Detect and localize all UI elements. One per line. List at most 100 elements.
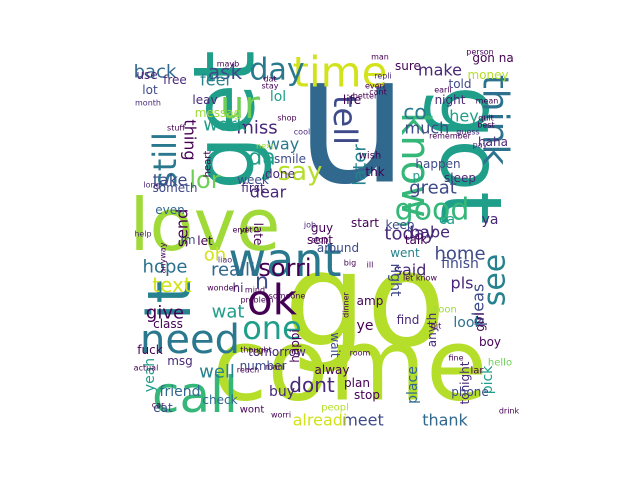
cloud-word: ya	[482, 212, 499, 228]
cloud-word: problem	[240, 296, 273, 305]
cloud-word: co	[403, 100, 426, 124]
cloud-word: lar	[470, 366, 484, 377]
cloud-word: mayb	[217, 60, 240, 69]
cloud-word: thought	[240, 346, 271, 355]
cloud-word: say	[278, 157, 323, 187]
cloud-word: someone	[269, 292, 306, 301]
cloud-word: buy	[269, 384, 295, 400]
cloud-word: ok	[247, 276, 298, 325]
cloud-word: man	[371, 53, 389, 62]
cloud-word: happi	[288, 329, 302, 363]
cloud-word: right	[387, 264, 403, 297]
cloud-word: let	[197, 234, 213, 248]
cloud-word: car	[152, 401, 165, 410]
cloud-word: much	[405, 119, 450, 138]
cloud-word: stop	[311, 236, 328, 245]
cloud-word: amp	[357, 294, 384, 308]
cloud-word: way	[267, 135, 299, 154]
cloud-word: girl	[473, 312, 487, 331]
cloud-word: someth	[153, 181, 198, 195]
cloud-word: oh	[204, 245, 226, 266]
cloud-word: think	[475, 75, 516, 166]
cloud-word: dinner	[342, 291, 351, 317]
cloud-word: dat	[263, 75, 276, 84]
cloud-word: time	[293, 48, 388, 97]
cloud-word: peopl	[321, 403, 349, 414]
cloud-word: around	[317, 241, 359, 255]
cloud-word: earli	[434, 86, 452, 95]
cloud-word: mani	[265, 363, 285, 372]
cloud-word: happen	[415, 157, 460, 171]
cloud-word: later	[350, 144, 371, 186]
cloud-word: thing	[181, 119, 200, 160]
cloud-word: know	[392, 112, 438, 218]
cloud-word: one	[242, 309, 302, 347]
cloud-word: night	[435, 93, 466, 107]
cloud-word: take	[153, 171, 188, 190]
cloud-word: anyway	[159, 242, 168, 273]
cloud-word: home	[434, 244, 485, 265]
cloud-word: wont	[240, 405, 265, 416]
cloud-word: boy	[479, 335, 501, 349]
cloud-word: better	[353, 92, 378, 101]
cloud-word: anyth	[425, 313, 439, 347]
cloud-word: alway	[315, 363, 350, 377]
cloud-word: heart	[203, 151, 214, 178]
cloud-word: repli	[374, 72, 392, 81]
cloud-word: guy	[311, 221, 333, 235]
cloud-word: liao	[218, 256, 232, 265]
cloud-word: stay	[262, 82, 279, 91]
cloud-word: alreadi	[293, 411, 348, 430]
cloud-word: messag	[195, 106, 242, 120]
cloud-word: bit	[431, 322, 441, 331]
cloud-word: tomorrow	[248, 345, 306, 359]
cloud-word: fuck	[137, 343, 162, 357]
cloud-word: hey	[449, 107, 478, 126]
cloud-word: shop	[277, 114, 296, 123]
cloud-word: actual	[134, 364, 159, 373]
cloud-word: number	[240, 359, 287, 373]
cloud-word: wait	[328, 332, 342, 358]
cloud-word: best	[477, 121, 494, 130]
cloud-word: place	[405, 366, 421, 404]
cloud-word: done	[265, 167, 295, 181]
cloud-word: get	[176, 50, 275, 190]
cloud-word: wonder	[207, 284, 238, 293]
cloud-word: stuff	[167, 124, 185, 133]
cloud-word: thk	[365, 165, 384, 179]
cloud-word: go	[284, 224, 446, 376]
cloud-word: babe	[410, 223, 450, 242]
cloud-word: ask	[208, 60, 243, 84]
cloud-word: even	[155, 203, 184, 217]
cloud-word: pay	[473, 141, 488, 150]
cloud-word: work	[203, 115, 247, 136]
cloud-word: reach	[237, 366, 259, 375]
cloud-word: lot	[142, 83, 158, 97]
cloud-word: realli	[211, 260, 255, 281]
cloud-word: love	[130, 183, 281, 267]
cloud-word: ye	[357, 318, 374, 334]
cloud-word: got	[421, 85, 520, 224]
cloud-word: it	[135, 280, 205, 320]
cloud-word: msg	[167, 354, 193, 368]
cloud-word: said	[394, 261, 427, 280]
cloud-word: sure	[395, 59, 421, 73]
cloud-word: end	[232, 226, 247, 235]
cloud-word: worri	[271, 411, 291, 420]
cloud-word: well	[199, 362, 235, 383]
cloud-word: everi	[365, 82, 385, 91]
cloud-word: free	[163, 73, 187, 87]
cloud-word: friend	[160, 384, 201, 400]
cloud-word: great	[409, 178, 457, 199]
cloud-word: wish	[359, 151, 382, 162]
cloud-word: sorri	[258, 254, 311, 282]
cloud-word: first	[241, 181, 265, 195]
cloud-word: fine	[448, 354, 463, 363]
cloud-word: mind	[245, 286, 265, 295]
cloud-word: money	[467, 68, 508, 82]
cloud-word: week	[237, 173, 269, 187]
cloud-word: drink	[499, 407, 520, 416]
cloud-word: give	[146, 303, 184, 324]
cloud-word: find	[397, 313, 420, 327]
